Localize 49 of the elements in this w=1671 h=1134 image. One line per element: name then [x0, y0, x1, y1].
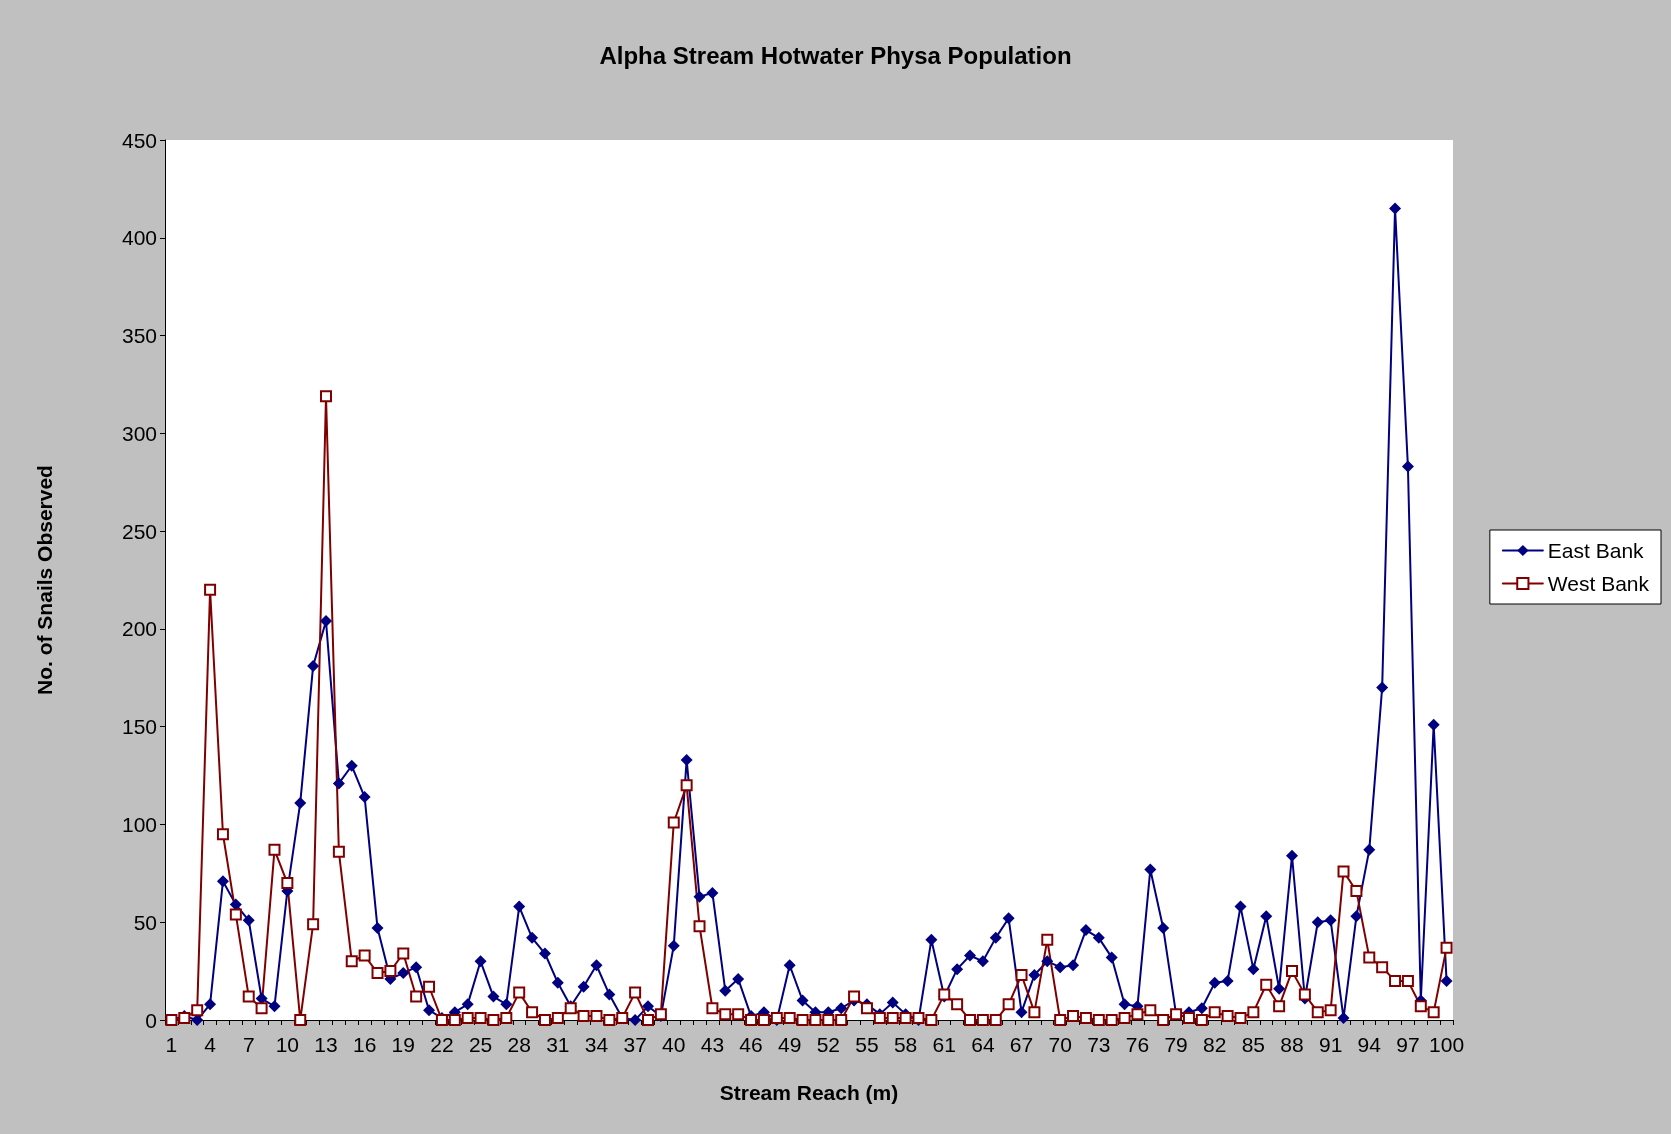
- y-tick-label: 100: [121, 812, 157, 836]
- x-tick-label: 70: [1048, 1033, 1072, 1056]
- x-tick-label: 1: [165, 1033, 178, 1056]
- x-tick-label: 94: [1357, 1033, 1382, 1056]
- x-tick-label: 79: [1164, 1033, 1188, 1056]
- x-tick-label: 7: [242, 1033, 255, 1056]
- x-tick-label: 52: [816, 1033, 840, 1056]
- x-tick-label: 76: [1125, 1033, 1150, 1056]
- y-tick-label: 350: [121, 324, 157, 348]
- x-tick-label: 4: [204, 1033, 217, 1056]
- x-tick-label: 46: [739, 1033, 763, 1056]
- x-tick-label: 67: [1009, 1033, 1034, 1056]
- y-tick-label: 200: [121, 617, 157, 641]
- y-tick-label: 300: [121, 421, 157, 445]
- y-tick-label: 400: [121, 226, 157, 250]
- y-tick-label: 450: [121, 128, 157, 152]
- y-tick-label: 150: [121, 715, 157, 739]
- legend-label: West Bank: [1547, 572, 1650, 595]
- x-tick-label: 25: [468, 1033, 493, 1056]
- x-tick-label: 43: [700, 1033, 725, 1056]
- x-tick-label: 31: [546, 1033, 570, 1056]
- chart-title: Alpha Stream Hotwater Physa Population: [599, 41, 1072, 69]
- x-tick-label: 91: [1318, 1033, 1343, 1056]
- x-tick-label: 58: [893, 1033, 918, 1056]
- x-tick-label: 61: [932, 1033, 956, 1056]
- x-tick-label: 73: [1087, 1033, 1111, 1056]
- x-tick-label: 82: [1203, 1033, 1227, 1056]
- x-tick-label: 16: [352, 1033, 377, 1056]
- y-tick-label: 250: [121, 519, 157, 543]
- legend-label: East Bank: [1547, 539, 1645, 562]
- y-axis-title: No. of Snails Observed: [33, 465, 56, 695]
- x-axis-title: Stream Reach (m): [719, 1081, 899, 1104]
- x-tick-label: 100: [1429, 1033, 1465, 1056]
- x-tick-label: 85: [1241, 1033, 1266, 1056]
- x-tick-label: 10: [275, 1033, 300, 1056]
- x-tick-label: 97: [1396, 1033, 1420, 1056]
- x-tick-label: 22: [430, 1033, 454, 1056]
- x-tick-label: 37: [623, 1033, 647, 1056]
- x-tick-label: 34: [584, 1033, 609, 1056]
- x-tick-label: 55: [855, 1033, 879, 1056]
- x-tick-label: 40: [662, 1033, 686, 1056]
- y-tick-label: 50: [133, 910, 157, 934]
- x-tick-label: 49: [778, 1033, 802, 1056]
- x-tick-label: 28: [507, 1033, 531, 1056]
- x-tick-label: 19: [391, 1033, 415, 1056]
- x-tick-label: 88: [1280, 1033, 1304, 1056]
- x-tick-label: 64: [971, 1033, 995, 1056]
- y-tick-label: 0: [145, 1008, 157, 1032]
- x-tick-label: 13: [314, 1033, 338, 1056]
